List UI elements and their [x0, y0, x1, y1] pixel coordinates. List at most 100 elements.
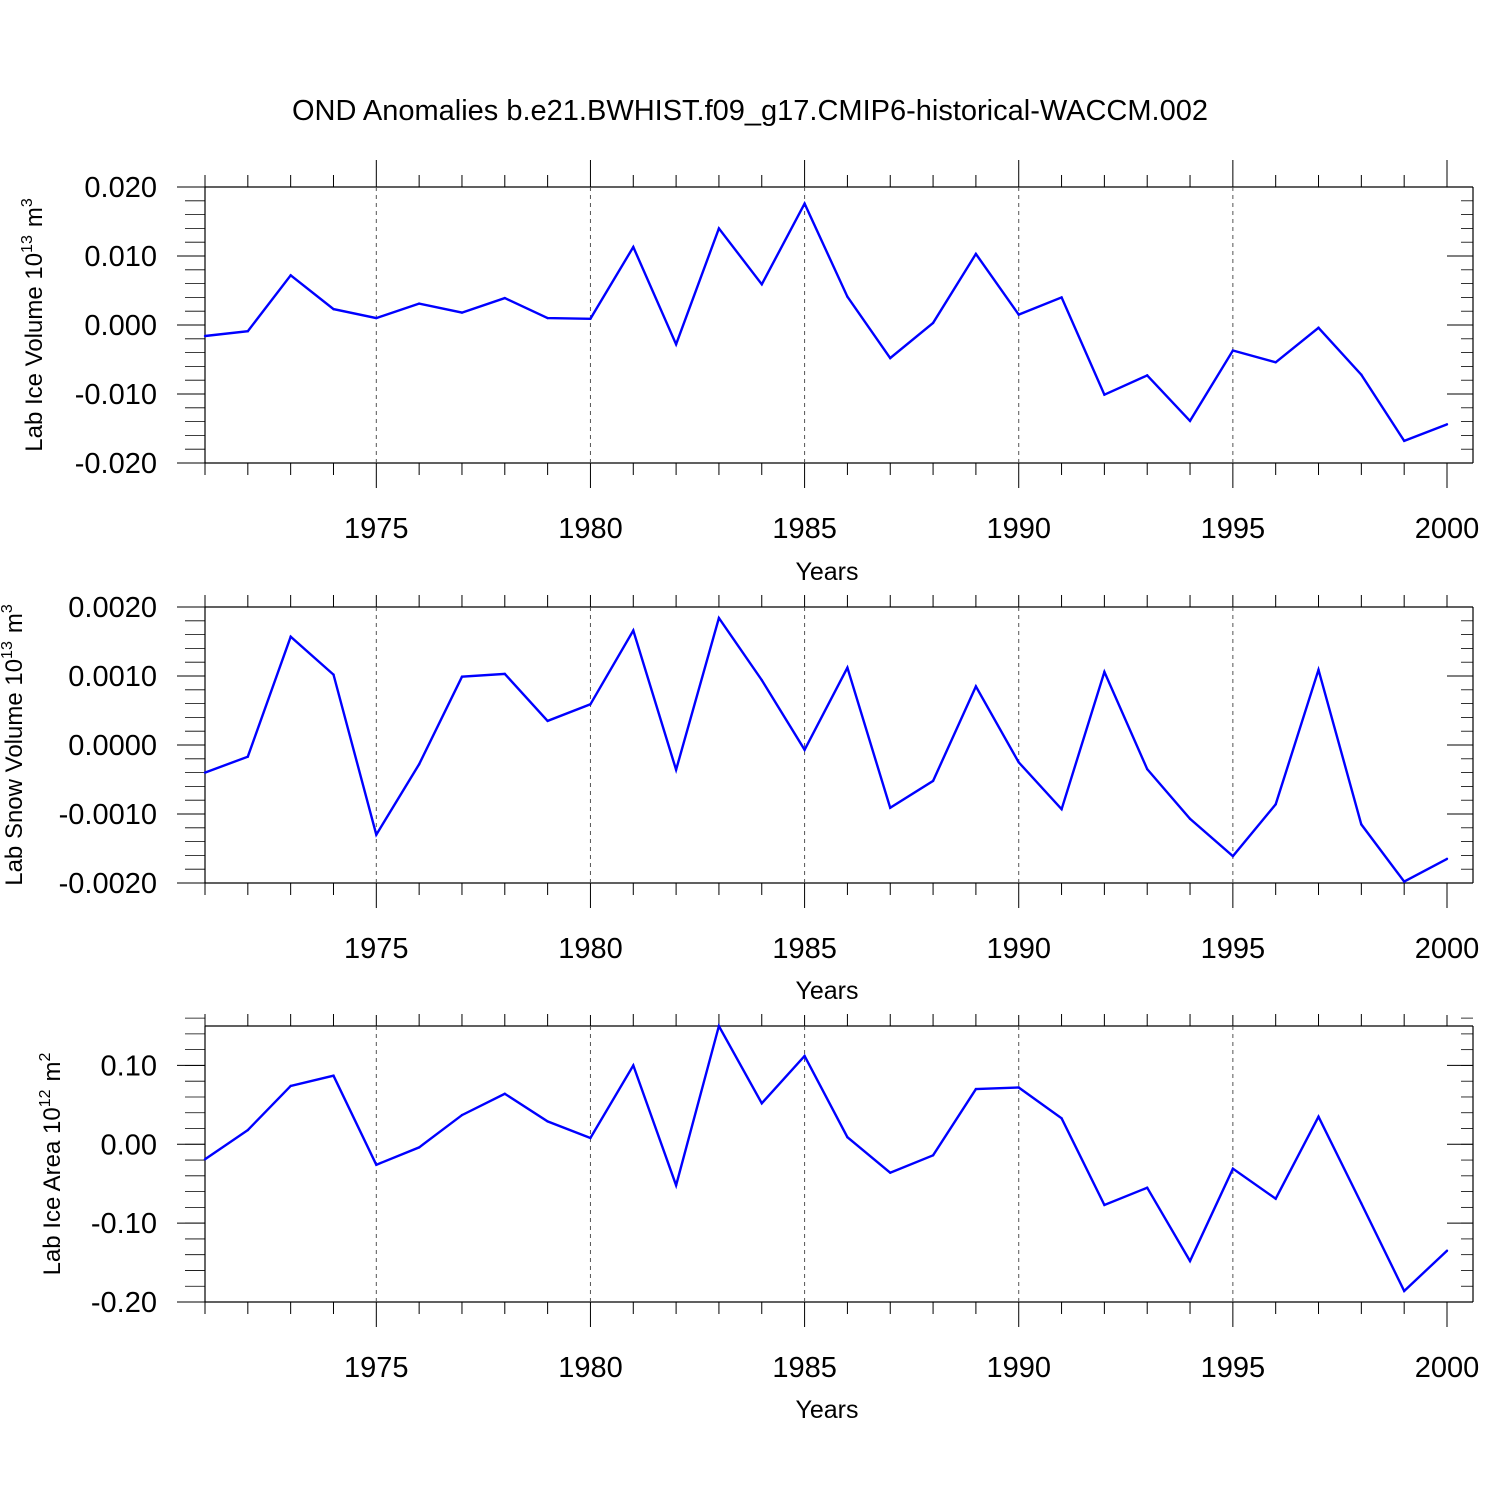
data-point	[889, 356, 892, 360]
y-tick-label: 0.020	[84, 172, 157, 204]
data-point	[803, 202, 806, 205]
data-point	[1274, 803, 1277, 806]
y-axis-title-main: Lab Snow Volume 10	[1, 659, 28, 886]
data-point	[760, 283, 763, 286]
data-point	[803, 748, 806, 752]
panel-ice-area: 1975 1980 1985 1990 1995 2000 -0.20 -0.10 0.00 0.…	[37, 1014, 1479, 1424]
data-point	[1103, 1203, 1106, 1207]
data-point	[417, 302, 421, 305]
data-point	[289, 274, 292, 277]
panel-snow-volume: 1975 1980 1985 1990 1995 2000 -0.0020 -0.0010 0.…	[0, 592, 1479, 1005]
x-tick-label: 2000	[1415, 933, 1480, 965]
data-point	[503, 1092, 506, 1096]
x-tick-label: 2000	[1415, 1352, 1480, 1384]
y-axis-title-exponent: 13	[19, 235, 36, 253]
data-point	[1402, 439, 1406, 443]
data-point	[1188, 419, 1192, 423]
x-tick-label: 1985	[772, 933, 837, 965]
y-axis-title-unit: m	[21, 207, 48, 227]
data-point	[546, 1120, 549, 1123]
data-point	[760, 1102, 763, 1105]
data-point	[1017, 1086, 1020, 1089]
data-point	[760, 678, 763, 682]
data-point	[203, 1158, 207, 1161]
data-point	[1188, 817, 1192, 821]
x-tick-label: 1980	[558, 513, 623, 545]
y-tick-label: -0.0010	[59, 799, 157, 831]
data-point	[974, 252, 978, 256]
data-point	[632, 1064, 635, 1067]
data-point	[1402, 1289, 1406, 1293]
data-point	[417, 1146, 421, 1149]
data-point	[931, 779, 935, 783]
x-axis-title: Years	[795, 977, 858, 1005]
y-tick-label: 0.0010	[68, 661, 157, 693]
y-axis-title-main: Lab Ice Volume 10	[21, 253, 48, 452]
data-point	[717, 1024, 721, 1028]
data-point	[1231, 349, 1235, 352]
data-point	[632, 629, 635, 632]
data-point	[546, 719, 549, 723]
data-point	[846, 666, 849, 669]
data-point	[1060, 1117, 1063, 1120]
y-axis-title: Lab Ice Area 1012 m2	[37, 1052, 66, 1275]
x-tick-label: 1995	[1201, 933, 1266, 965]
y-tick-label: -0.20	[91, 1287, 157, 1319]
x-tick-label: 1975	[344, 513, 409, 545]
data-point	[931, 1154, 935, 1157]
data-point	[1445, 857, 1449, 861]
y-axis-title-unit-exponent: 3	[0, 604, 16, 613]
x-tick-label: 2000	[1415, 513, 1480, 545]
y-tick-label: -0.10	[91, 1208, 157, 1240]
y-tick-label: 0.0020	[68, 592, 157, 624]
data-point	[589, 317, 592, 320]
data-point	[460, 311, 464, 314]
data-point	[1103, 393, 1106, 396]
data-point	[1146, 1186, 1149, 1189]
data-point	[1317, 668, 1320, 671]
data-point	[289, 1084, 292, 1088]
data-point	[717, 227, 721, 230]
data-point	[289, 635, 292, 638]
y-axis-title-exponent: 13	[0, 641, 16, 659]
data-point	[846, 295, 849, 298]
data-point	[674, 768, 678, 772]
data-point	[503, 296, 506, 300]
y-tick-label: 0.0000	[68, 730, 157, 762]
data-point	[1060, 296, 1063, 299]
data-point	[332, 673, 335, 676]
data-point	[375, 833, 378, 836]
data-point	[1274, 1197, 1277, 1200]
series-line-lab-ice-volume	[204, 200, 1448, 443]
y-axis-title-unit: m	[1, 613, 28, 633]
x-tick-label: 1975	[344, 1352, 409, 1384]
x-tick-label: 1990	[986, 513, 1051, 545]
y-tick-label: 0.10	[101, 1050, 157, 1082]
data-point	[889, 806, 892, 809]
data-point	[332, 1074, 335, 1077]
data-point	[717, 616, 721, 620]
data-point	[1188, 1259, 1192, 1263]
data-point	[1146, 767, 1149, 771]
data-point	[1360, 823, 1363, 826]
data-point	[1146, 374, 1149, 377]
data-point	[1402, 880, 1406, 883]
x-tick-label: 1990	[986, 933, 1051, 965]
data-point	[1317, 1115, 1320, 1118]
panel-ice-volume: 1975 1980 1985 1990 1995 2000 -0.020 -0.010 0.00…	[19, 160, 1479, 586]
data-point	[1060, 807, 1063, 811]
data-point	[803, 1054, 806, 1058]
y-axis-title-main: Lab Ice Area 10	[39, 1107, 66, 1275]
x-tick-label: 1985	[772, 1352, 837, 1384]
data-point	[375, 1163, 378, 1166]
y-tick-label: -0.0020	[59, 868, 157, 900]
x-tick-label: 1985	[772, 513, 837, 545]
y-axis-title: Lab Snow Volume 1013 m3	[0, 604, 28, 886]
y-axis-title-unit-exponent: 2	[37, 1052, 54, 1061]
data-point	[674, 1184, 678, 1187]
series-line-lab-ice-area	[204, 1022, 1448, 1293]
x-tick-label: 1990	[986, 1352, 1051, 1384]
x-tick-label: 1980	[558, 933, 623, 965]
figure-title: OND Anomalies b.e21.BWHIST.f09_g17.CMIP6…	[292, 95, 1208, 127]
y-axis-title: Lab Ice Volume 1013 m3	[19, 198, 48, 452]
